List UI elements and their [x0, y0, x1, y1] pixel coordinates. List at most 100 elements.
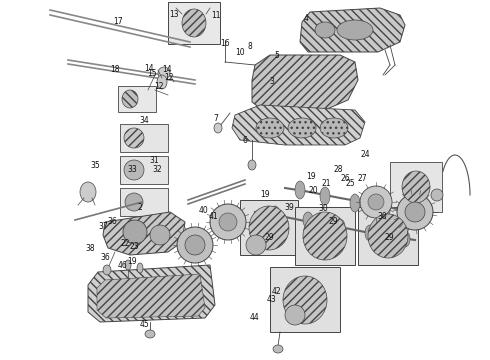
Ellipse shape — [368, 214, 408, 258]
Ellipse shape — [320, 187, 330, 205]
Text: 38: 38 — [86, 244, 96, 253]
Text: 11: 11 — [211, 11, 220, 20]
Ellipse shape — [182, 9, 206, 37]
Bar — [120, 188, 168, 216]
Text: 18: 18 — [110, 65, 120, 74]
Text: 4: 4 — [304, 14, 309, 23]
Ellipse shape — [158, 67, 170, 79]
Bar — [270, 267, 340, 332]
Ellipse shape — [315, 22, 335, 38]
Ellipse shape — [122, 90, 138, 108]
Text: 12: 12 — [154, 82, 164, 91]
Text: 13: 13 — [169, 10, 179, 19]
Polygon shape — [97, 274, 205, 318]
Ellipse shape — [249, 206, 289, 250]
Polygon shape — [232, 105, 365, 145]
Text: 23: 23 — [130, 242, 140, 251]
Ellipse shape — [157, 75, 167, 89]
Text: 3: 3 — [270, 77, 274, 86]
Ellipse shape — [405, 202, 425, 222]
Text: 19: 19 — [260, 190, 270, 199]
Text: 36: 36 — [108, 217, 118, 226]
Ellipse shape — [400, 231, 410, 247]
Ellipse shape — [246, 235, 266, 255]
Bar — [295, 207, 355, 265]
Text: 24: 24 — [360, 150, 370, 159]
Ellipse shape — [248, 160, 256, 170]
Text: 46: 46 — [118, 261, 127, 270]
Text: 29: 29 — [385, 233, 394, 242]
Ellipse shape — [219, 213, 237, 231]
Text: 12: 12 — [164, 73, 174, 82]
Bar — [168, 2, 220, 44]
Ellipse shape — [303, 212, 347, 260]
Ellipse shape — [360, 186, 392, 218]
Bar — [118, 86, 156, 112]
Text: 36: 36 — [100, 253, 110, 262]
Ellipse shape — [125, 260, 131, 270]
Text: 39: 39 — [284, 202, 294, 212]
Text: 5: 5 — [274, 51, 279, 60]
Text: 30: 30 — [377, 212, 387, 220]
Ellipse shape — [123, 220, 147, 244]
Polygon shape — [300, 8, 405, 52]
Ellipse shape — [285, 305, 305, 325]
Text: 44: 44 — [250, 313, 260, 322]
Ellipse shape — [137, 263, 143, 273]
Text: 34: 34 — [140, 116, 149, 125]
Ellipse shape — [80, 182, 96, 202]
Text: 29: 29 — [328, 217, 338, 226]
Ellipse shape — [256, 118, 284, 138]
Polygon shape — [88, 265, 215, 322]
Text: 31: 31 — [149, 156, 159, 165]
Text: 7: 7 — [213, 114, 218, 123]
Text: 28: 28 — [333, 165, 343, 174]
Text: 35: 35 — [91, 161, 100, 170]
Text: 14: 14 — [145, 64, 154, 73]
Text: 29: 29 — [265, 233, 274, 242]
Text: 43: 43 — [267, 295, 277, 304]
Text: 19: 19 — [127, 256, 137, 266]
Ellipse shape — [210, 204, 246, 240]
Bar — [120, 124, 168, 152]
Ellipse shape — [103, 265, 111, 275]
Text: 22: 22 — [120, 239, 130, 248]
Text: 27: 27 — [358, 174, 368, 183]
Ellipse shape — [320, 118, 348, 138]
Text: 16: 16 — [220, 39, 230, 48]
Ellipse shape — [295, 181, 305, 199]
Ellipse shape — [337, 20, 373, 40]
Ellipse shape — [125, 193, 143, 211]
Ellipse shape — [177, 227, 213, 263]
Text: 41: 41 — [208, 212, 218, 220]
Ellipse shape — [402, 171, 430, 203]
Ellipse shape — [335, 219, 345, 235]
Ellipse shape — [350, 194, 360, 212]
Polygon shape — [252, 55, 358, 112]
Text: 26: 26 — [341, 174, 350, 183]
Text: 8: 8 — [247, 42, 252, 51]
Ellipse shape — [124, 128, 144, 148]
Ellipse shape — [410, 208, 420, 226]
Ellipse shape — [273, 345, 283, 353]
Text: 14: 14 — [162, 65, 172, 74]
Ellipse shape — [124, 160, 144, 180]
Text: 42: 42 — [272, 287, 282, 296]
Text: 10: 10 — [235, 48, 245, 57]
Ellipse shape — [283, 276, 327, 324]
Text: 2: 2 — [137, 202, 142, 212]
Ellipse shape — [365, 225, 375, 241]
Ellipse shape — [431, 189, 443, 201]
Bar — [240, 200, 298, 255]
Text: 40: 40 — [198, 206, 208, 215]
Text: 17: 17 — [113, 17, 122, 26]
Ellipse shape — [368, 194, 384, 210]
Ellipse shape — [288, 118, 316, 138]
Ellipse shape — [303, 212, 313, 228]
Text: 32: 32 — [152, 165, 162, 174]
Text: 25: 25 — [345, 179, 355, 188]
Bar — [390, 162, 442, 212]
Text: 19: 19 — [306, 172, 316, 181]
Ellipse shape — [150, 225, 170, 245]
Text: 45: 45 — [140, 320, 149, 329]
